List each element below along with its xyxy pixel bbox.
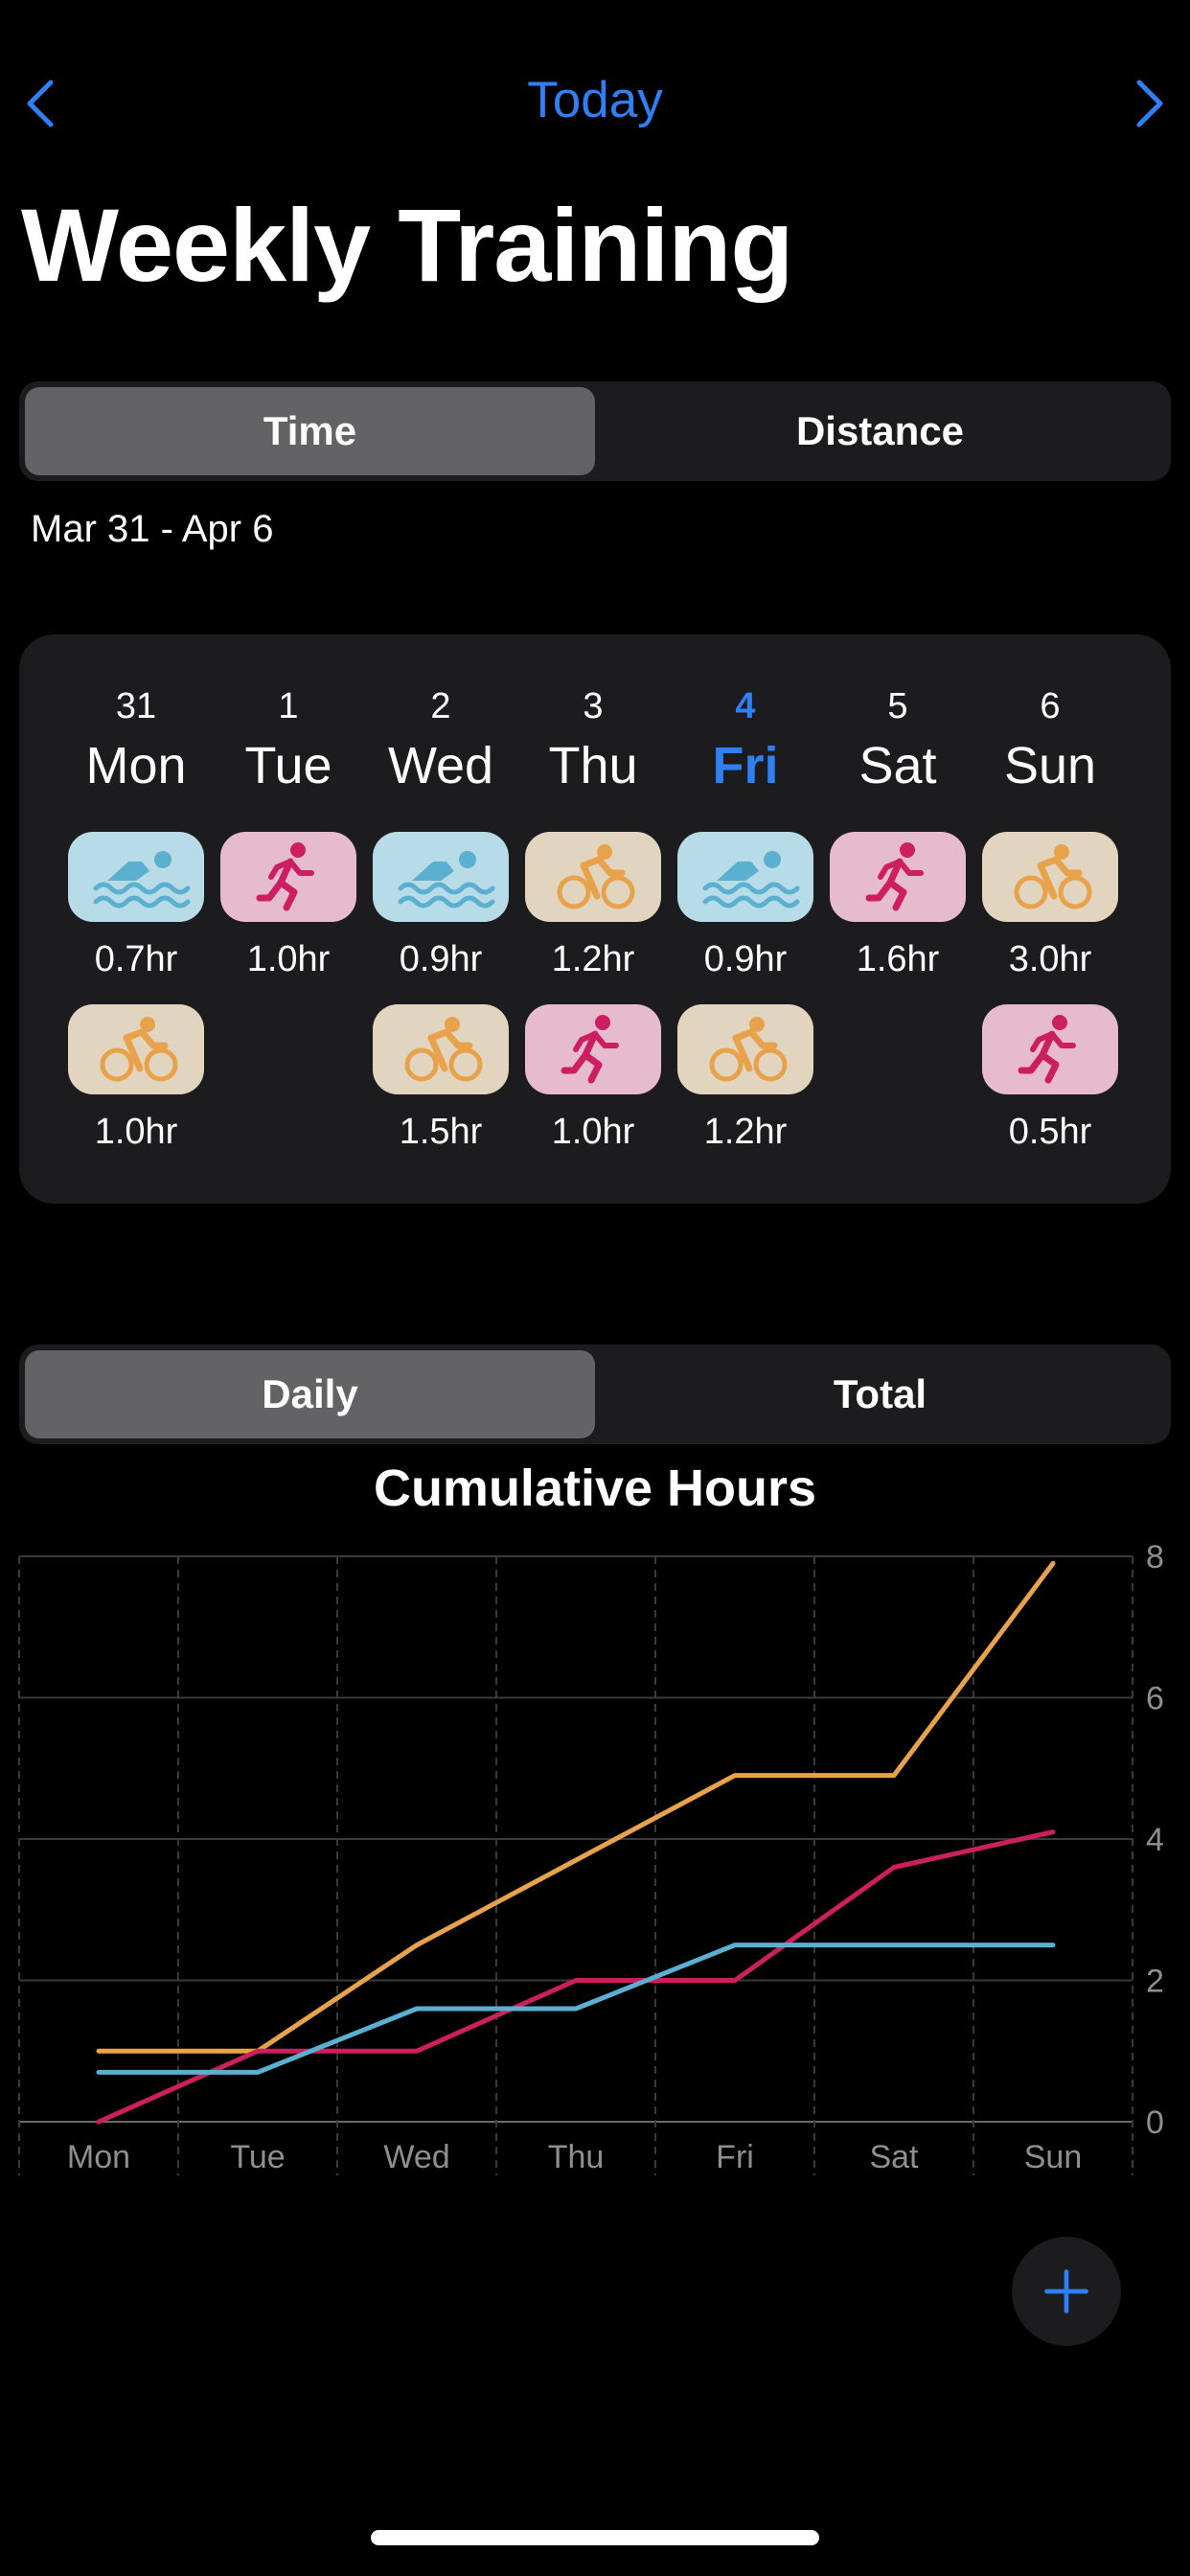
workout-duration: 3.0hr [1008, 939, 1092, 979]
workout-chip-bike[interactable] [68, 1004, 204, 1094]
day-name: Wed [387, 737, 494, 794]
day-name: Fri [712, 737, 779, 794]
workout-chip-run[interactable] [830, 832, 966, 922]
workout-chip-run[interactable] [525, 1004, 661, 1094]
workout-chip-run[interactable] [982, 1004, 1118, 1094]
x-tick-label: Sat [869, 2139, 919, 2175]
plus-icon [1044, 2269, 1088, 2313]
workout-duration: 0.9hr [703, 939, 788, 979]
total-segment[interactable]: Total [833, 1371, 927, 1416]
week-card: 31 Mon 0.7hr 1.0hr 1 Tue [19, 634, 1171, 1204]
workout-chip-run[interactable] [220, 832, 356, 922]
day-number: 4 [735, 686, 756, 726]
day-column-sat: 5 Sat 1.6hr [827, 634, 969, 1204]
day-number: 5 [887, 686, 908, 726]
chevron-right-icon [1136, 80, 1163, 127]
x-tick-label: Sun [1024, 2139, 1083, 2175]
workout-chip-bike[interactable] [982, 832, 1118, 922]
chevron-left-icon [27, 80, 54, 127]
workout-chip-bike[interactable] [373, 1004, 509, 1094]
workout-chip-bike[interactable] [677, 1004, 813, 1094]
bike-icon [100, 1017, 178, 1082]
bike-icon [404, 1017, 483, 1082]
day-name: Tue [244, 737, 332, 794]
mode-toggle: Daily Total [19, 1345, 1171, 1444]
day-number: 3 [583, 686, 604, 726]
x-tick-label: Fri [716, 2139, 754, 2175]
run-icon [256, 842, 314, 911]
workout-duration: 1.6hr [856, 939, 940, 979]
day-number: 2 [430, 686, 451, 726]
next-week-button[interactable] [1115, 65, 1182, 142]
distance-segment[interactable]: Distance [795, 408, 965, 453]
day-number: 31 [115, 686, 157, 726]
workout-duration: 1.2hr [703, 1112, 788, 1152]
bike-icon [709, 1017, 788, 1082]
x-tick-label: Wed [383, 2139, 449, 2175]
workout-duration: 1.5hr [399, 1112, 483, 1152]
y-tick-label: 2 [1146, 1964, 1164, 2000]
nav-bar: Today [0, 58, 1190, 150]
daily-segment[interactable]: Daily [25, 1350, 595, 1438]
day-column-fri: 4 Fri 0.9hr 1.2hr [675, 634, 816, 1204]
workout-chip-swim[interactable] [373, 832, 509, 922]
workout-duration: 0.7hr [94, 939, 178, 979]
run-icon [865, 842, 924, 911]
y-tick-label: 6 [1146, 1681, 1164, 1717]
page-title: Weekly Training [21, 187, 793, 303]
workout-duration: 0.5hr [1008, 1112, 1092, 1152]
day-number: 1 [278, 686, 299, 726]
day-name: Sat [858, 737, 937, 794]
bike-icon [557, 844, 635, 909]
workout-duration: 1.0hr [551, 1112, 635, 1152]
chart-title: Cumulative Hours [373, 1460, 817, 1517]
swim-icon [702, 851, 800, 908]
date-range: Mar 31 - Apr 6 [31, 508, 274, 550]
x-tick-label: Thu [548, 2139, 605, 2175]
day-column-wed: 2 Wed 0.9hr 1.5hr [370, 634, 512, 1204]
swim-icon [93, 851, 191, 908]
day-column-thu: 3 Thu 1.2hr 1.0hr [522, 634, 664, 1204]
workout-chip-swim[interactable] [677, 832, 813, 922]
run-icon [561, 1015, 619, 1084]
x-tick-label: Mon [67, 2139, 130, 2175]
swim-icon [398, 851, 495, 908]
y-tick-label: 8 [1146, 1539, 1164, 1576]
series-line-swim [96, 1943, 1056, 2075]
bike-icon [1014, 844, 1092, 909]
day-name: Mon [85, 737, 187, 794]
time-segment[interactable]: Time [25, 387, 595, 475]
workout-duration: 1.0hr [94, 1112, 178, 1152]
y-tick-label: 0 [1146, 2104, 1164, 2141]
day-column-tue: 1 Tue 1.0hr [217, 634, 359, 1204]
day-number: 6 [1040, 686, 1061, 726]
run-icon [1018, 1015, 1076, 1084]
day-column-mon: 31 Mon 0.7hr 1.0hr [65, 634, 207, 1204]
day-name: Sun [1003, 737, 1097, 794]
day-column-sun: 6 Sun 3.0hr 0.5hr [979, 634, 1121, 1204]
series-line-bike [96, 1560, 1056, 2054]
y-tick-label: 4 [1146, 1822, 1164, 1858]
today-button[interactable]: Today [527, 72, 663, 128]
home-indicator[interactable] [371, 2530, 819, 2545]
metric-toggle: Time Distance [19, 381, 1171, 481]
day-name: Thu [548, 737, 638, 794]
workout-chip-swim[interactable] [68, 832, 204, 922]
workout-duration: 1.2hr [551, 939, 635, 979]
cumulative-hours-chart: 0 2 4 6 8 Mon Tue Wed Thu Fri Sat Sun [18, 1539, 1164, 2175]
previous-week-button[interactable] [8, 65, 75, 142]
workout-duration: 1.0hr [246, 939, 331, 979]
series-line-run [96, 1829, 1056, 2125]
workout-chip-bike[interactable] [525, 832, 661, 922]
workout-duration: 0.9hr [399, 939, 483, 979]
x-tick-label: Tue [230, 2139, 285, 2175]
add-workout-button[interactable] [1012, 2237, 1121, 2346]
